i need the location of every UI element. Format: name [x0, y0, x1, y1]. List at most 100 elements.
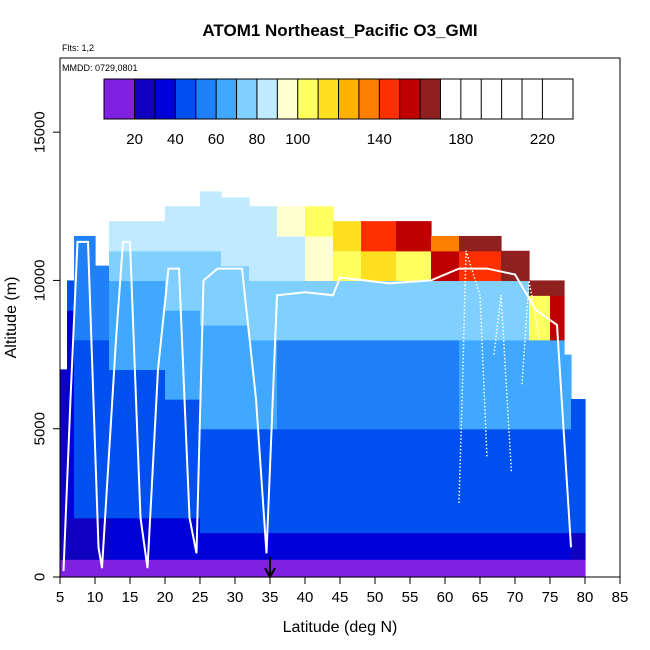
x-tick-label: 85: [612, 589, 629, 606]
heatmap-cell: [333, 339, 362, 430]
colorbar-tick-label: 140: [367, 131, 392, 148]
heatmap-cell: [333, 428, 362, 534]
heatmap-cell: [396, 532, 432, 560]
heatmap-cell: [137, 221, 166, 252]
heatmap-cell: [221, 197, 250, 267]
y-tick-label: 0: [32, 573, 49, 581]
heatmap-cell: [550, 295, 565, 341]
heatmap-cell: [221, 324, 250, 430]
colorbar-segment: [134, 79, 155, 119]
heatmap-cell: [396, 280, 432, 341]
heatmap-cell: [501, 532, 530, 560]
heatmap-cell: [571, 559, 586, 578]
heatmap-cell: [361, 280, 397, 341]
colorbar-tick-label: 20: [126, 131, 143, 148]
colorbar-segment: [104, 79, 135, 119]
heatmap-cell: [249, 532, 278, 560]
colorbar-frame: [103, 78, 574, 120]
heatmap-cell: [564, 559, 572, 578]
colorbar-segment: [358, 79, 380, 119]
heatmap-cell: [550, 280, 565, 296]
heatmap-cell: [529, 428, 551, 534]
heatmap-cell: [137, 250, 166, 282]
y-tick-label: 5000: [32, 412, 49, 445]
heatmap-cell: [305, 428, 334, 534]
heatmap-cell: [249, 559, 278, 578]
y-tick-label: 10000: [32, 260, 49, 302]
heatmap-cell: [60, 369, 68, 560]
heatmap-cell: [74, 517, 96, 560]
heatmap-cell: [221, 428, 250, 534]
heatmap-cell: [109, 559, 138, 578]
heatmap-cell: [501, 428, 530, 534]
heatmap-cell: [165, 517, 201, 560]
flight-track: [62, 240, 572, 572]
heatmap-cell: [95, 559, 110, 578]
colorbar-tick-label: 180: [448, 131, 473, 148]
heatmap-cell: [550, 559, 565, 578]
heatmap-cell: [74, 559, 96, 578]
colorbar-segment: [216, 79, 237, 119]
colorbar-segment: [420, 79, 441, 119]
heatmap-cell: [431, 235, 460, 252]
heatmap-cell: [305, 280, 334, 341]
colorbar-segment: [236, 79, 257, 119]
heatmap-cell: [333, 532, 362, 560]
heatmap-cell: [529, 339, 551, 430]
heatmap-cell: [459, 235, 502, 252]
heatmap-cell: [501, 559, 530, 578]
chart-title: ATOM1 Northeast_Pacific O3_GMI: [202, 21, 477, 40]
heatmap-cell: [396, 250, 432, 282]
heatmap-cell: [431, 559, 460, 578]
flights-annotation: Flts: 1,2: [62, 43, 94, 53]
heatmap-cell: [200, 191, 222, 252]
heatmap-cell: [200, 559, 222, 578]
colorbar-segment: [277, 79, 298, 119]
colorbar-tick-label: 60: [208, 131, 225, 148]
heatmap-cell: [165, 206, 201, 252]
heatmap-cell: [571, 532, 586, 560]
y-axis-label: Altitude (m): [3, 277, 20, 359]
heatmap-cell: [109, 517, 138, 560]
heatmap-cell: [200, 532, 222, 560]
heatmap-cell: [529, 532, 551, 560]
heatmap-cell: [67, 517, 75, 560]
colorbar-tick-label: 80: [249, 131, 266, 148]
heatmap-cell: [165, 559, 201, 578]
heatmap-cell: [165, 399, 201, 519]
flight-track-dotted: [493, 295, 513, 474]
colorbar-segment: [154, 79, 176, 119]
heatmap-cell: [571, 399, 586, 534]
marker-arrow-head: [264, 567, 276, 580]
heatmap-cell: [305, 235, 334, 282]
heatmap-cell: [67, 280, 75, 311]
heatmap-cell: [95, 265, 110, 341]
heatmap-cell: [277, 339, 306, 430]
heatmap-cell: [277, 428, 306, 534]
heatmap-cell: [305, 339, 334, 430]
x-tick-label: 20: [157, 589, 174, 606]
heatmap-cell: [200, 324, 222, 430]
colorbar-segment: [399, 79, 421, 119]
heatmap-cell: [396, 428, 432, 534]
heatmap-cell: [501, 339, 530, 430]
heatmap-cell: [137, 280, 166, 370]
colorbar-segment: [256, 79, 278, 119]
heatmap-cell: [361, 559, 397, 578]
x-tick-label: 40: [297, 589, 314, 606]
heatmap-cell: [200, 428, 222, 534]
heatmap-cell: [361, 532, 397, 560]
heatmap-cell: [277, 280, 306, 341]
colorbar-segment: [195, 79, 217, 119]
heatmap-cell: [109, 369, 138, 519]
heatmap-cell: [396, 339, 432, 430]
heatmap-cell: [361, 339, 397, 430]
heatmap-cell: [361, 250, 397, 282]
heatmap-cell: [459, 339, 502, 430]
heatmap-cell: [109, 250, 138, 282]
colorbar-segment: [175, 79, 196, 119]
x-tick-label: 80: [577, 589, 594, 606]
heatmap-cell: [249, 235, 278, 282]
heatmap-cell: [137, 559, 166, 578]
axes: 5 10 15 20 25 30 35 40 45 50 55 60 65 70 75 80 85 0 5000 10…: [32, 111, 629, 606]
